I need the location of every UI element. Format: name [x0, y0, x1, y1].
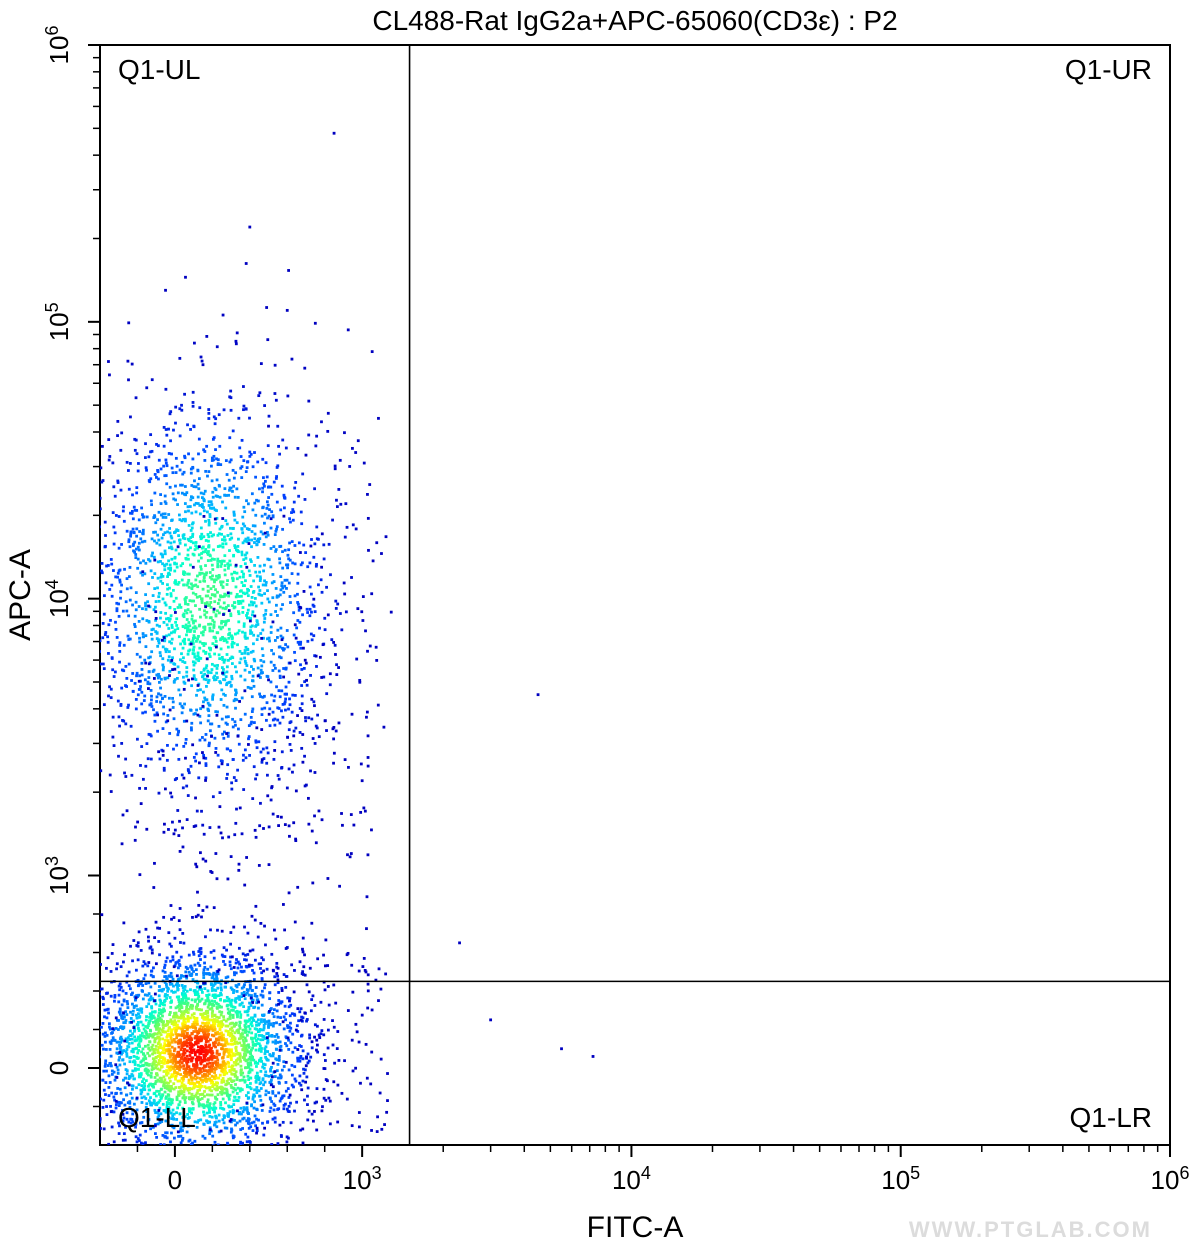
quadrant-ul-label: Q1-UL — [118, 54, 200, 85]
y-tick-label: 104 — [42, 579, 74, 618]
y-tick-label: 106 — [42, 26, 74, 65]
chart-title: CL488-Rat IgG2a+APC-65060(CD3ε) : P2 — [372, 5, 897, 36]
y-tick-label: 103 — [42, 856, 74, 895]
flow-cytometry-plot: CL488-Rat IgG2a+APC-65060(CD3ε) : P2 FITC… — [0, 0, 1193, 1256]
x-tick-label: 104 — [612, 1163, 651, 1195]
quadrant-ll-label: Q1-LL — [118, 1102, 196, 1133]
y-tick-label: 0 — [44, 1061, 74, 1075]
x-tick-label: 103 — [343, 1163, 382, 1195]
quadrant-lr-label: Q1-LR — [1070, 1102, 1152, 1133]
y-axis-label: APC-A — [4, 549, 37, 641]
quadrant-ur-label: Q1-UR — [1065, 54, 1152, 85]
watermark: WWW.PTGLAB.COM — [909, 1217, 1152, 1242]
y-tick-label: 105 — [42, 302, 74, 341]
x-tick-label: 105 — [881, 1163, 920, 1195]
x-tick-label: 106 — [1151, 1163, 1190, 1195]
scatter-points — [0, 132, 594, 1256]
x-tick-label: 0 — [168, 1165, 182, 1195]
chart-svg: CL488-Rat IgG2a+APC-65060(CD3ε) : P2 FITC… — [0, 0, 1193, 1256]
x-axis-label: FITC-A — [587, 1211, 684, 1244]
